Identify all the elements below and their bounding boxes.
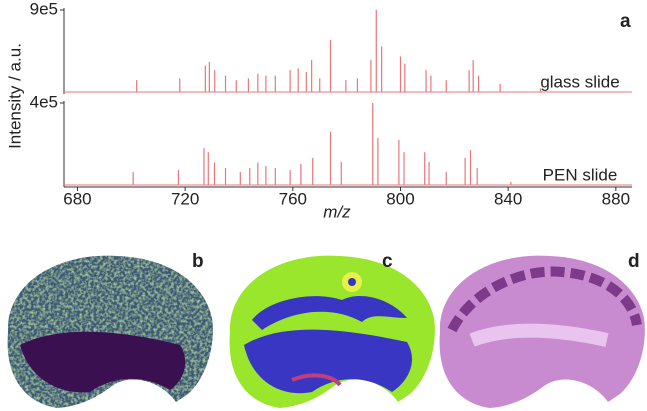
x-tick-label: 840	[494, 189, 522, 208]
x-tick-label: 800	[386, 189, 414, 208]
image-c: c	[229, 251, 435, 408]
panel-label: a	[620, 11, 631, 32]
panel-label: d	[628, 251, 640, 272]
image-d: d	[439, 251, 645, 408]
x-tick-label: 680	[63, 189, 91, 208]
y-axis-label: Intensity / a.u.	[5, 43, 24, 149]
y-tick-label: 9e5	[30, 0, 58, 18]
x-tick-label: 760	[279, 189, 307, 208]
image-b: b	[7, 251, 213, 408]
x-axis-label: m/z	[323, 202, 351, 221]
y-tick-label: 4e5	[30, 92, 58, 111]
annotation: glass slide	[540, 72, 619, 91]
panel-label: b	[192, 251, 204, 272]
panel-label: c	[382, 251, 393, 272]
annotation: PEN slide	[543, 165, 618, 184]
x-tick-label: 880	[602, 189, 630, 208]
x-tick-label: 720	[171, 189, 199, 208]
